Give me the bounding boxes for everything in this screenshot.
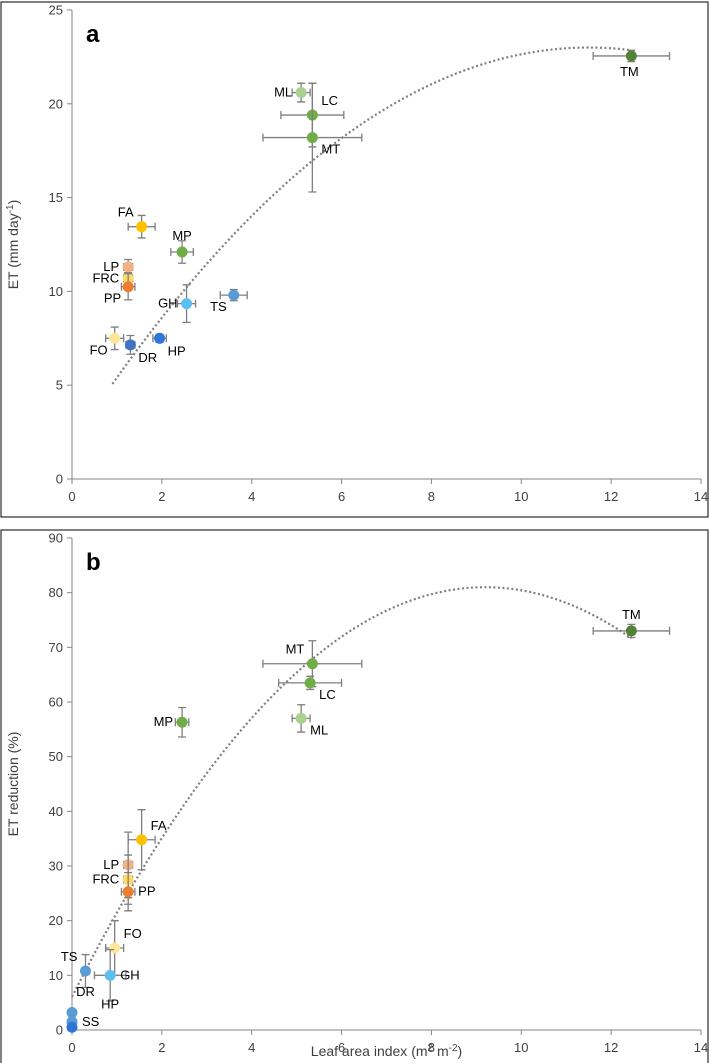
data-point-pp: [122, 886, 134, 898]
point-label-dr: DR: [138, 350, 157, 365]
y-tick-label: 70: [49, 640, 63, 655]
y-tick-label: 20: [49, 96, 63, 111]
y-tick-label: 5: [56, 378, 63, 393]
x-tick-label: 14: [694, 1040, 708, 1055]
point-label-ml: ML: [310, 722, 328, 737]
data-point-lp: [122, 261, 134, 273]
point-label-tm: TM: [620, 64, 639, 79]
point-label-mt: MT: [286, 642, 305, 657]
y-tick-label: 40: [49, 804, 63, 819]
point-label-tm: TM: [622, 607, 641, 622]
point-label-frc: FRC: [92, 872, 119, 887]
x-tick-label: 2: [158, 489, 165, 504]
x-tick-label: 12: [604, 489, 618, 504]
point-label-fa: FA: [151, 818, 167, 833]
data-point-ts: [79, 965, 91, 977]
x-tick-label: 12: [604, 1040, 618, 1055]
point-label-fo: FO: [90, 342, 108, 357]
x-tick-label: 6: [338, 489, 345, 504]
point-label-pp: PP: [138, 884, 155, 899]
data-point-ml: [295, 712, 307, 724]
y-tick-label: 10: [49, 284, 63, 299]
x-tick-label: 6: [338, 1040, 345, 1055]
point-label-frc: FRC: [92, 270, 119, 285]
point-label-gh: GH: [120, 967, 140, 982]
y-tick-label: 30: [49, 859, 63, 874]
point-label-mp: MP: [154, 714, 174, 729]
data-point-fa: [136, 834, 148, 846]
panel-b: 0 10 20 30 40 50 60 70 80 90 0 2 4 6 8 10 12 14 ET reducti…: [0, 529, 709, 1063]
point-label-fa: FA: [118, 205, 134, 220]
y-tick-label: 20: [49, 913, 63, 928]
data-point-fo: [109, 942, 121, 954]
x-tick-label: 8: [428, 1040, 435, 1055]
point-label-hp: HP: [101, 997, 119, 1012]
data-point-pp: [122, 281, 134, 293]
data-point-gh: [181, 298, 193, 310]
data-point-tm: [625, 625, 637, 637]
x-tick-label: 8: [428, 489, 435, 504]
data-point-mt: [306, 658, 318, 670]
data-point-dr: [124, 339, 136, 351]
point-label-gh: GH: [158, 296, 178, 311]
x-tick-label: 10: [514, 489, 528, 504]
y-tick-label: 15: [49, 190, 63, 205]
data-point-ts: [228, 289, 240, 301]
point-label-ml: ML: [274, 85, 292, 100]
data-point-tm: [625, 50, 637, 62]
point-label-fo: FO: [124, 926, 142, 941]
panel-border: [0, 1, 709, 518]
y-tick-label: 90: [49, 531, 63, 546]
x-tick-label: 0: [68, 489, 75, 504]
x-tick-label: 4: [248, 489, 255, 504]
panel-a: 0 5 10 15 20 25 0 2 4 6 8 10 12 14 ET (mm day-1) a TM ML L…: [0, 1, 709, 518]
data-point-fa: [136, 221, 148, 233]
data-point-mp: [176, 716, 188, 728]
point-label-lc: LC: [319, 687, 336, 702]
data-point-fo: [109, 332, 121, 344]
trend-curve: [71, 586, 632, 998]
y-axis-title: ET (mm day-1): [5, 200, 21, 290]
panel-letter: b: [86, 549, 101, 576]
point-label-ts: TS: [61, 949, 78, 964]
point-label-ss: SS: [82, 1014, 100, 1029]
panel-letter: a: [86, 21, 100, 48]
point-label-mt: MT: [321, 142, 340, 157]
data-point-dr: [66, 1007, 78, 1019]
x-tick-label: 2: [158, 1040, 165, 1055]
data-point-ml: [295, 87, 307, 99]
y-tick-label: 25: [49, 3, 63, 18]
point-label-mp: MP: [172, 228, 192, 243]
data-point-lc: [304, 677, 316, 689]
point-label-lp: LP: [103, 259, 119, 274]
data-point-hp: [154, 332, 166, 344]
y-axis-title: ET reduction (%): [5, 732, 21, 837]
y-tick-label: 60: [49, 695, 63, 710]
point-label-pp: PP: [104, 291, 121, 306]
point-label-lc: LC: [321, 93, 338, 108]
y-tick-label: 0: [56, 472, 63, 487]
data-point-hp: [66, 1021, 78, 1033]
data-point-mt: [306, 132, 318, 144]
point-label-lp: LP: [103, 857, 119, 872]
point-label-dr: DR: [76, 984, 95, 999]
data-point-gh: [104, 969, 116, 981]
y-tick-label: 10: [49, 968, 63, 983]
y-tick-label: 0: [56, 1023, 63, 1038]
x-tick-label: 4: [248, 1040, 255, 1055]
x-axis-title: Leaf area index (m2 m-2): [311, 1043, 462, 1059]
data-point-mp: [176, 246, 188, 258]
panel-border: [0, 529, 709, 1063]
x-tick-label: 0: [68, 1040, 75, 1055]
y-tick-label: 50: [49, 749, 63, 764]
point-label-ts: TS: [210, 299, 227, 314]
trend-curve: [111, 46, 632, 385]
point-label-hp: HP: [168, 343, 186, 358]
y-tick-label: 80: [49, 585, 63, 600]
x-tick-label: 14: [694, 489, 708, 504]
x-tick-label: 10: [514, 1040, 528, 1055]
